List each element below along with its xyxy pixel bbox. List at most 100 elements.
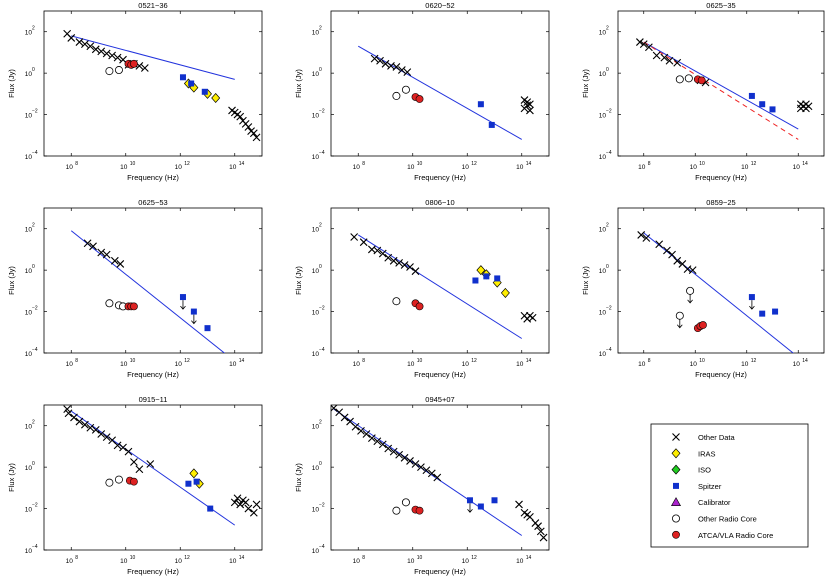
- panel-title: 0945+07: [425, 395, 454, 404]
- other-data-point: [395, 450, 404, 459]
- spitzer-point: [748, 294, 755, 301]
- x-tick-label: 14: [802, 161, 808, 167]
- other-radio-core-point: [392, 506, 401, 515]
- x-tick-label: 10: [699, 161, 705, 167]
- other-data-point: [663, 246, 671, 255]
- x-tick-label: 12: [184, 358, 190, 364]
- other-data-point: [83, 239, 92, 248]
- other-data-point: [384, 253, 393, 262]
- other-data-point: [526, 106, 534, 115]
- other-data-point: [400, 261, 409, 269]
- other-data-point: [241, 498, 250, 507]
- y-tick-label: 0: [32, 461, 35, 467]
- other-data-point: [113, 53, 122, 62]
- plot-area: [350, 233, 537, 339]
- other-data-point: [665, 56, 674, 65]
- y-tick-base: 10: [312, 465, 320, 472]
- other-data-point: [64, 409, 73, 418]
- spitzer-point: [185, 480, 192, 487]
- x-tick-base: 10: [690, 164, 698, 171]
- other-data-point: [403, 68, 412, 76]
- other-data-point: [422, 466, 431, 475]
- y-tick-label: 2: [606, 26, 609, 32]
- x-tick-label: 10: [417, 161, 423, 167]
- y-tick-label: −4: [32, 347, 38, 353]
- y-tick-base: 10: [312, 507, 320, 514]
- other-data-point: [357, 427, 365, 435]
- y-tick-label: 2: [319, 223, 322, 229]
- x-tick-base: 10: [175, 164, 183, 171]
- y-tick-label: 0: [606, 264, 609, 270]
- other-data-point: [80, 420, 89, 429]
- spitzer-point: [179, 294, 186, 301]
- spitzer-point: [204, 325, 211, 332]
- other-radio-core-point: [105, 67, 114, 76]
- other-data-point: [392, 63, 401, 71]
- x-axis-label: Frequency (Hz): [127, 370, 179, 379]
- x-tick-base: 10: [516, 361, 524, 368]
- x-tick-label: 8: [362, 161, 365, 167]
- other-data-point: [70, 413, 78, 422]
- y-tick-label: 2: [319, 26, 322, 32]
- other-data-point: [86, 42, 95, 51]
- other-data-point: [124, 447, 133, 456]
- other-data-point: [370, 54, 379, 63]
- panel-title: 0915−11: [139, 395, 168, 404]
- panel-title: 0625−53: [138, 198, 167, 207]
- y-tick-label: −4: [319, 150, 325, 156]
- other-radio-core-point: [675, 311, 684, 320]
- x-tick-base: 10: [407, 558, 415, 565]
- y-tick-label: −2: [606, 306, 612, 312]
- atca-core-point: [130, 59, 138, 68]
- x-tick-label: 14: [526, 358, 532, 364]
- y-tick-base: 10: [312, 113, 320, 120]
- spitzer-point: [748, 92, 755, 99]
- axes-box: [330, 404, 550, 551]
- other-data-point: [373, 437, 382, 446]
- panel-title: 0859−25: [706, 198, 735, 207]
- other-data-point: [381, 59, 390, 68]
- plot-area: [331, 405, 548, 542]
- other-data-point: [389, 447, 398, 456]
- spitzer-point: [466, 497, 473, 504]
- other-data-point: [359, 238, 368, 247]
- y-axis-label: Flux (Jy): [581, 69, 590, 98]
- axes-box: [617, 10, 825, 157]
- other-radio-core-point: [675, 75, 684, 84]
- y-tick-label: −4: [32, 150, 38, 156]
- legend-marker-iso: [671, 464, 681, 475]
- other-data-point: [397, 66, 406, 74]
- plot-area: [70, 230, 226, 353]
- y-tick-label: −2: [32, 109, 38, 115]
- x-tick-base: 10: [407, 164, 415, 171]
- other-data-point: [645, 43, 653, 52]
- axes-box: [617, 207, 825, 354]
- y-axis-label: Flux (Jy): [294, 69, 303, 98]
- x-tick-label: 8: [75, 358, 78, 364]
- other-data-point: [86, 423, 95, 432]
- y-tick-base: 10: [25, 113, 33, 120]
- other-data-point: [97, 47, 106, 56]
- other-data-point: [660, 53, 669, 62]
- x-tick-label: 8: [75, 161, 78, 167]
- other-data-point: [331, 405, 338, 412]
- other-radio-core-point: [392, 297, 401, 306]
- upper-limit-arrow: [467, 503, 473, 513]
- other-data-point: [804, 102, 813, 111]
- fit-line: [643, 41, 799, 130]
- spitzer-point: [488, 121, 495, 128]
- legend-label: Other Radio Core: [698, 515, 757, 524]
- other-data-point: [639, 40, 648, 49]
- other-data-point: [249, 508, 258, 517]
- x-tick-base: 10: [353, 164, 361, 171]
- y-tick-label: 0: [319, 67, 322, 73]
- other-data-point: [367, 434, 376, 443]
- y-tick-label: 0: [319, 461, 322, 467]
- upper-limit-arrow: [180, 300, 186, 310]
- legend-marker-calibrator: [670, 497, 682, 506]
- x-tick-label: 10: [417, 555, 423, 561]
- x-tick-label: 8: [648, 161, 651, 167]
- other-data-point: [406, 457, 414, 465]
- panel-title: 0620−52: [425, 1, 454, 10]
